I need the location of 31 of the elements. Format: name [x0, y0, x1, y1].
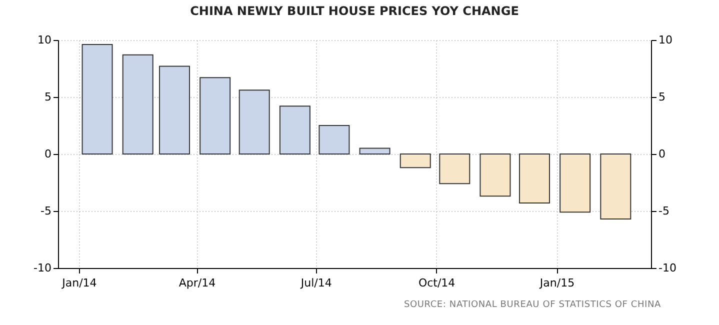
bar: [480, 154, 511, 197]
y-tick-label: -5: [40, 204, 52, 218]
bar: [122, 54, 154, 154]
bar: [200, 77, 231, 154]
bar: [439, 154, 470, 184]
source-note: SOURCE: NATIONAL BUREAU OF STATISTICS OF CHINA: [404, 300, 661, 310]
y-tick-label: 0: [44, 148, 52, 160]
bar: [359, 148, 390, 154]
x-tick-label: Oct/14: [418, 276, 456, 290]
bar: [318, 125, 350, 154]
y2-tick-label: 10: [658, 34, 672, 46]
bar: [400, 154, 431, 168]
y2-tick-label: -5: [658, 204, 670, 218]
bar: [238, 90, 270, 154]
y-tick-label: 10: [38, 34, 52, 46]
x-tick-label: Jan/15: [538, 276, 575, 290]
bar: [279, 106, 310, 154]
y2-tick-label: -10: [658, 262, 676, 274]
x-tick-label: Jul/14: [300, 276, 332, 290]
bar: [82, 44, 113, 154]
y-tick-label: 5: [44, 90, 52, 104]
bar: [159, 66, 190, 154]
bar: [600, 154, 632, 220]
x-tick-label: Apr/14: [178, 276, 216, 290]
y2-tick-label: 0: [658, 148, 666, 160]
bar: [560, 154, 591, 213]
x-tick-label: Jan/14: [61, 276, 97, 290]
y2-tick-label: 5: [658, 90, 666, 104]
y-tick-label: -10: [34, 262, 52, 274]
bar: [518, 154, 550, 204]
chart-title: CHINA NEWLY BUILT HOUSE PRICES YOY CHANGE: [190, 4, 519, 18]
